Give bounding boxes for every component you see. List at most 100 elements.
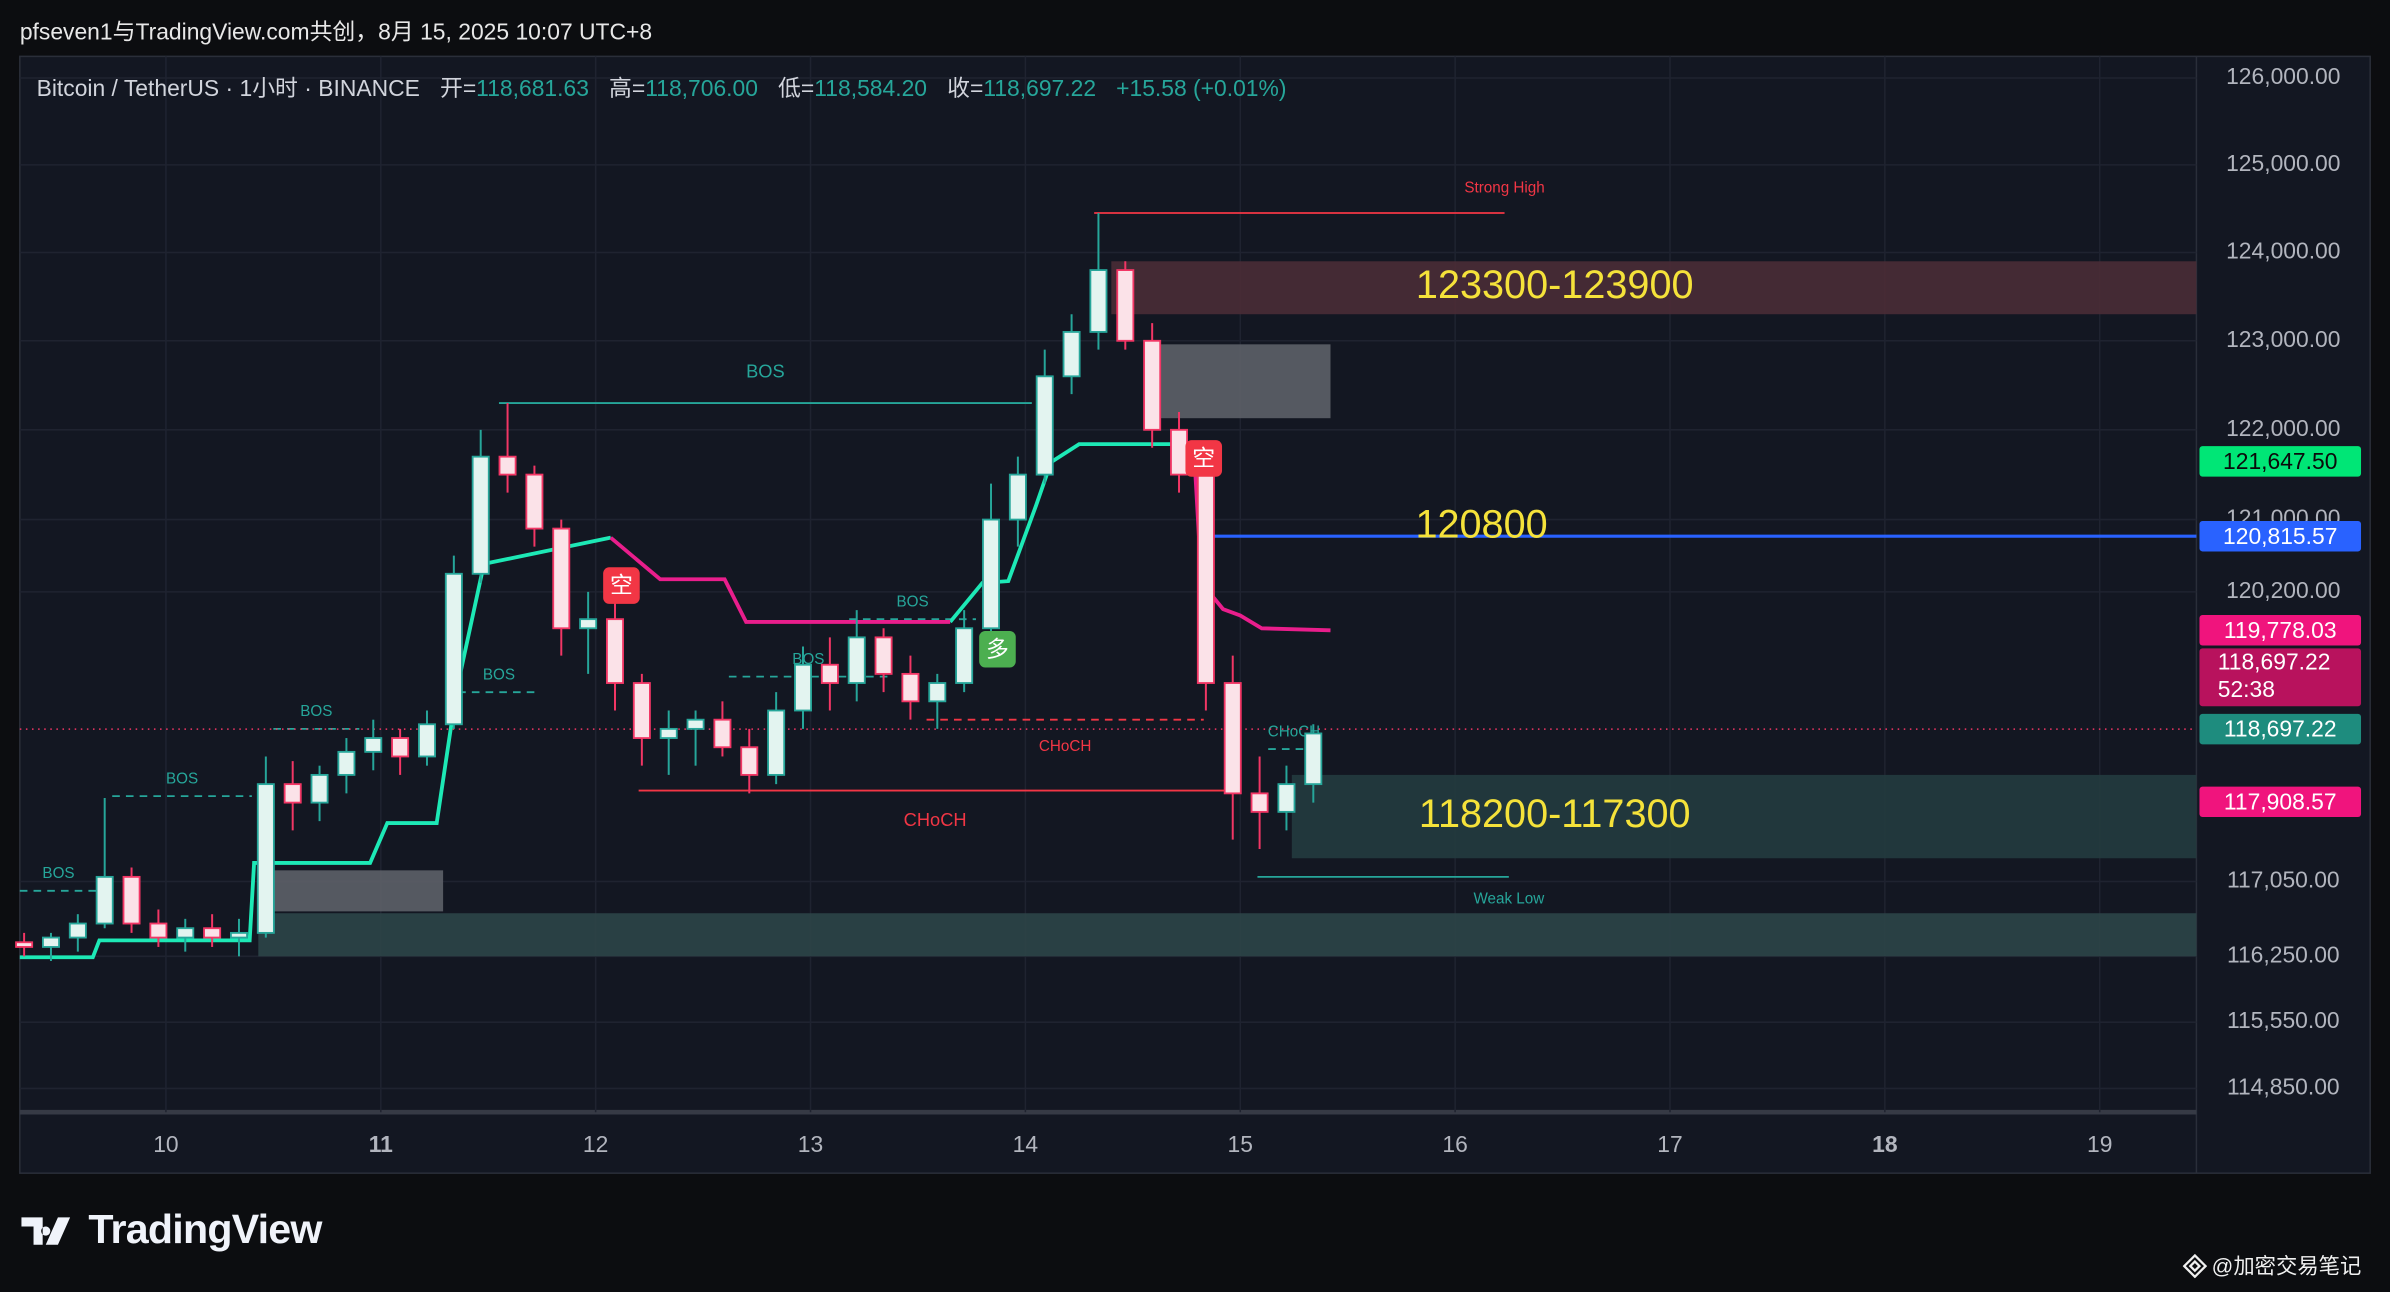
zone [1111,261,2197,315]
signal-label: 空 [610,572,633,598]
price-tag-label: 118,697.22 [2218,649,2331,675]
legend: Bitcoin / TetherUS · 1小时 · BINANCE 开=118… [37,72,1301,104]
candle-body [1143,339,1162,431]
candle-body [15,941,34,948]
candle-body [632,682,651,739]
price-tag [2199,786,2362,818]
ohlc-key: 高= [609,76,646,103]
structure-label: CHoCH [904,809,967,830]
structure-label: BOS [166,770,198,787]
price-tag [2199,615,2362,646]
price-tag [2199,446,2362,477]
symbol: Bitcoin / TetherUS · 1小时 · BINANCE [36,76,420,103]
ohlc-key: 低= [778,76,815,103]
x-tick-label: 19 [2087,1131,2112,1157]
ohlc-value: 118,681.63 [476,76,589,103]
price-tag [2199,520,2362,552]
structure-label: Weak Low [1473,891,1545,908]
candle-body [391,737,410,758]
price-tag-label: 117,908.57 [2224,788,2337,814]
structure-label: BOS [483,666,515,683]
candle-body [203,927,222,939]
candle-body [552,527,571,630]
structure-label: BOS [42,865,74,882]
signal-badge [979,630,1016,668]
structure-label: Strong High [1464,180,1544,197]
candle-body [364,737,383,753]
structure-label: CHoCH [1039,738,1091,755]
level-label: 120800 [1415,503,1547,547]
candle-body [283,783,302,804]
chart-pane [19,55,2371,1174]
candle-body [1196,473,1215,684]
price-tag-label: 119,778.03 [2224,617,2337,643]
candle-body [1277,783,1296,813]
candle-body [1250,792,1269,813]
y-tick-label: 124,000.00 [2226,238,2340,264]
candle-body [713,718,732,749]
zone [1143,344,1331,419]
watermark-text: @加密交易笔记 [2211,1253,2362,1279]
candle-body [444,572,463,726]
candle-body [901,672,920,703]
y-tick-label: 115,550.00 [2227,1007,2340,1033]
candle-body [525,473,544,530]
price-tag-label: 121,647.50 [2223,448,2337,474]
ohlc-key: 开= [439,76,477,103]
change: +15.58 (+0.01%) [1116,76,1287,103]
signal-badge [603,567,640,604]
candle-body [847,636,866,684]
ohlc-key: 收= [947,76,984,103]
x-tick-label: 10 [153,1131,178,1157]
zone [1291,774,2197,859]
candle-body [928,682,947,703]
candle-body [1008,473,1027,521]
x-tick-label: 12 [583,1131,608,1157]
structure-label: BOS [897,593,929,610]
candle-body [1304,732,1323,786]
candle-body [767,709,786,776]
price-tag-label: 120,815.57 [2223,523,2337,549]
candle-body [1062,331,1081,378]
candle-body [471,455,490,575]
candle-body [310,773,329,804]
y-tick-label: 114,850.00 [2227,1073,2340,1099]
candle-body [122,875,141,925]
y-tick-label: 122,000.00 [2226,415,2340,441]
candle-body [95,875,114,925]
y-tick-label: 117,050.00 [2227,867,2340,893]
attribution: pfseven1与TradingView.com共创，8月 15, 2025 1… [19,19,653,46]
candle-body [740,746,759,776]
zone-label: 118200-117300 [1419,792,1691,836]
x-tick-label: 18 [1872,1131,1897,1157]
watermark-icon [2182,1253,2208,1279]
y-tick-label: 123,000.00 [2226,326,2340,352]
candle-body [41,936,60,948]
candle-body [820,663,839,684]
y-tick-label: 116,250.00 [2227,941,2340,967]
candle-body [418,723,436,758]
candle-body [1089,269,1108,333]
candle-body [1116,269,1135,342]
x-tick-label: 17 [1657,1131,1682,1157]
x-tick-label: 16 [1442,1131,1467,1157]
signal-badge [1185,440,1223,477]
candle-body [256,783,275,934]
candle-body [176,927,195,939]
zone [258,913,2197,957]
price-tag [2199,713,2362,745]
candle-body [659,727,678,739]
y-tick-label: 120,200.00 [2226,577,2340,603]
x-tick-label: 11 [369,1131,393,1157]
candle-body [874,636,893,675]
x-tick-label: 15 [1228,1131,1253,1157]
candle-body [498,455,517,476]
signal-label: 多 [986,636,1009,662]
candle-body [1223,682,1242,795]
candle-body [337,750,356,776]
candle-body [149,922,168,939]
zone-label: 123300-123900 [1416,263,1694,307]
